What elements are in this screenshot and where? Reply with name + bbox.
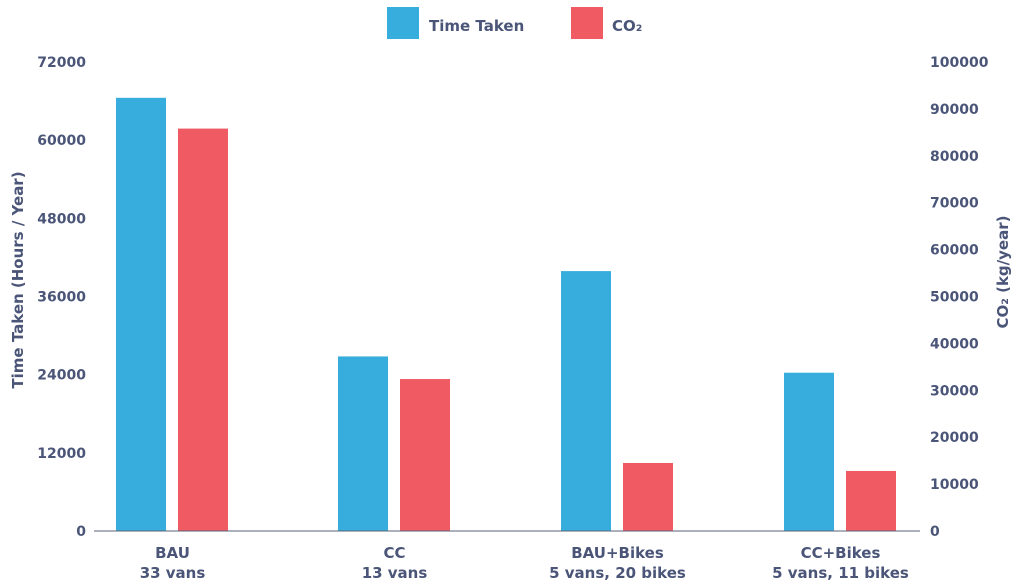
chart-legend: Time Taken CO₂ xyxy=(387,7,642,39)
co2-bar xyxy=(623,462,673,531)
left-tick-label: 72000 xyxy=(37,55,86,71)
co2-bar xyxy=(846,470,896,531)
co2-bar xyxy=(178,128,228,531)
left-tick-label: 12000 xyxy=(37,446,86,462)
time-taken-bar xyxy=(561,271,611,531)
co2-bar xyxy=(400,379,450,531)
bars-group xyxy=(116,97,896,531)
category-sublabel: 13 vans xyxy=(362,564,428,582)
left-tick-label: 60000 xyxy=(37,133,86,149)
right-tick-label: 60000 xyxy=(930,243,979,259)
legend-swatch xyxy=(387,7,419,39)
time-taken-bar xyxy=(784,372,834,531)
left-tick-label: 48000 xyxy=(37,211,86,227)
left-axis-title: Time Taken (Hours / Year) xyxy=(9,171,27,388)
left-tick-label: 0 xyxy=(76,524,86,540)
category-label: CC+Bikes xyxy=(801,544,881,562)
legend-label: CO₂ xyxy=(612,17,642,35)
right-tick-label: 20000 xyxy=(930,430,979,446)
right-tick-label: 0 xyxy=(930,524,940,540)
right-tick-label: 10000 xyxy=(930,477,979,493)
right-tick-label: 90000 xyxy=(930,102,979,118)
right-tick-label: 50000 xyxy=(930,290,979,306)
time-taken-bar xyxy=(116,97,166,531)
left-tick-label: 24000 xyxy=(37,368,86,384)
category-label: BAU xyxy=(155,544,190,562)
category-sublabel: 33 vans xyxy=(140,564,206,582)
category-sublabel: 5 vans, 20 bikes xyxy=(549,564,686,582)
left-axis-ticks: 0 12000 24000 36000 48000 60000 72000 xyxy=(37,55,86,540)
right-axis-title: CO₂ (kg/year) xyxy=(994,216,1012,329)
left-tick-label: 36000 xyxy=(37,290,86,306)
right-tick-label: 40000 xyxy=(930,336,979,352)
category-label: CC xyxy=(383,544,405,562)
legend-label: Time Taken xyxy=(429,17,524,35)
right-tick-label: 30000 xyxy=(930,383,979,399)
legend-swatch xyxy=(571,7,603,39)
category-label: BAU+Bikes xyxy=(571,544,664,562)
right-tick-label: 100000 xyxy=(930,55,989,71)
right-tick-label: 70000 xyxy=(930,196,979,212)
category-labels: BAU 33 vans CC 13 vans BAU+Bikes 5 vans, 20 b… xyxy=(140,544,909,582)
right-tick-label: 80000 xyxy=(930,149,979,165)
time-taken-bar xyxy=(338,356,388,531)
right-axis-ticks: 0 10000 20000 30000 40000 50000 60000 70000 8000… xyxy=(930,55,989,540)
category-sublabel: 5 vans, 11 bikes xyxy=(772,564,909,582)
